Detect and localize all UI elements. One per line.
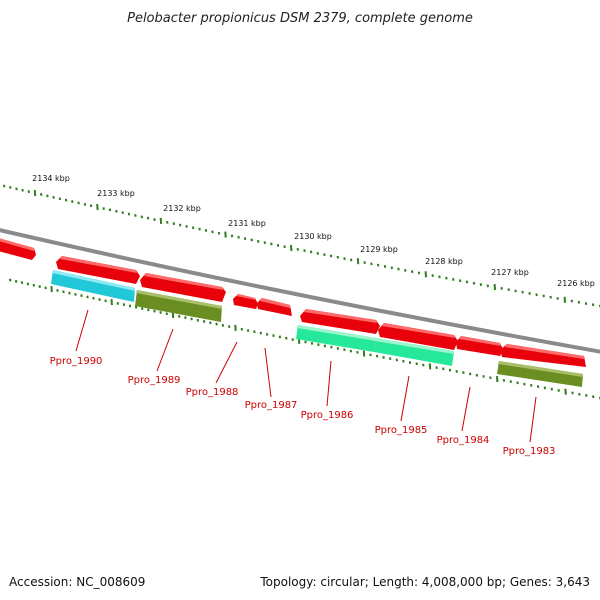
gene-arrow-highlight (0, 238, 34, 251)
gene-label[interactable]: Ppro_1990 (50, 356, 103, 367)
label-leader (529, 396, 537, 443)
label-leader (156, 328, 174, 372)
gene-arrow[interactable] (300, 309, 380, 334)
gene-arrow-highlight (304, 309, 377, 323)
accession-text: Accession: NC_008609 (9, 575, 145, 589)
feature-teal[interactable] (296, 325, 376, 352)
gene-label[interactable]: Ppro_1988 (186, 387, 239, 398)
label-leader (461, 386, 471, 432)
gene-arrow[interactable] (456, 336, 503, 356)
forward-strand-genes (0, 238, 586, 367)
feature-highlight (498, 361, 583, 377)
scale-label: 2126 kbp (557, 279, 595, 288)
topology-text: Topology: circular; Length: 4,008,000 bp… (259, 575, 590, 589)
scale-labels: 2134 kbp 2133 kbp 2132 kbp 2131 kbp 2130… (32, 174, 595, 288)
gene-arrow-highlight (144, 273, 223, 290)
feature-highlight (136, 290, 222, 309)
gene-label[interactable]: Ppro_1985 (375, 425, 428, 436)
label-leader (215, 341, 238, 384)
scale-label: 2132 kbp (163, 204, 201, 213)
feature-highlight (52, 270, 135, 291)
feature-olive[interactable] (497, 361, 583, 387)
gene-arrow[interactable] (257, 298, 292, 316)
map-title: Pelobacter propionicus DSM 2379, complet… (127, 11, 473, 26)
scale-label: 2129 kbp (360, 245, 398, 254)
feature-cyan[interactable] (51, 270, 135, 302)
gene-label[interactable]: Ppro_1987 (245, 400, 298, 411)
gene-label[interactable]: Ppro_1983 (503, 446, 556, 457)
scale-label: 2130 kbp (294, 232, 332, 241)
gene-arrow-highlight (505, 344, 584, 359)
inner-scale-ticks (9, 278, 600, 400)
label-leader (326, 360, 332, 407)
label-leader (75, 309, 89, 352)
scale-label: 2131 kbp (228, 219, 266, 228)
feature-olive[interactable] (135, 290, 222, 322)
gene-label-leaders (75, 309, 537, 443)
scale-label: 2134 kbp (32, 174, 70, 183)
gene-label[interactable]: Ppro_1984 (437, 435, 490, 446)
genome-backbone (0, 228, 600, 354)
scale-label: 2128 kbp (425, 257, 463, 266)
feature-highlight (375, 338, 454, 354)
gene-arrow[interactable] (378, 323, 458, 350)
reverse-strand-features (51, 270, 583, 387)
gene-arrow[interactable] (140, 273, 226, 302)
label-leader (264, 347, 272, 398)
scale-label: 2127 kbp (491, 268, 529, 277)
scale-label: 2133 kbp (97, 189, 135, 198)
gene-label[interactable]: Ppro_1989 (128, 375, 181, 386)
gene-labels: Ppro_1990 Ppro_1989 Ppro_1988 Ppro_1987 … (50, 356, 556, 457)
gene-arrow-highlight (60, 256, 137, 273)
gene-arrow[interactable] (500, 344, 586, 367)
feature-highlight (297, 325, 376, 341)
label-leader (400, 375, 410, 422)
gene-arrow-highlight (459, 336, 501, 346)
gene-arrow[interactable] (56, 256, 140, 284)
gene-arrow-highlight (236, 294, 256, 300)
gene-label[interactable]: Ppro_1986 (301, 410, 354, 421)
gene-arrow-highlight (382, 323, 455, 338)
gene-arrow-highlight (260, 298, 290, 308)
outer-scale-ticks (3, 184, 600, 308)
feature-teal[interactable] (374, 338, 454, 366)
